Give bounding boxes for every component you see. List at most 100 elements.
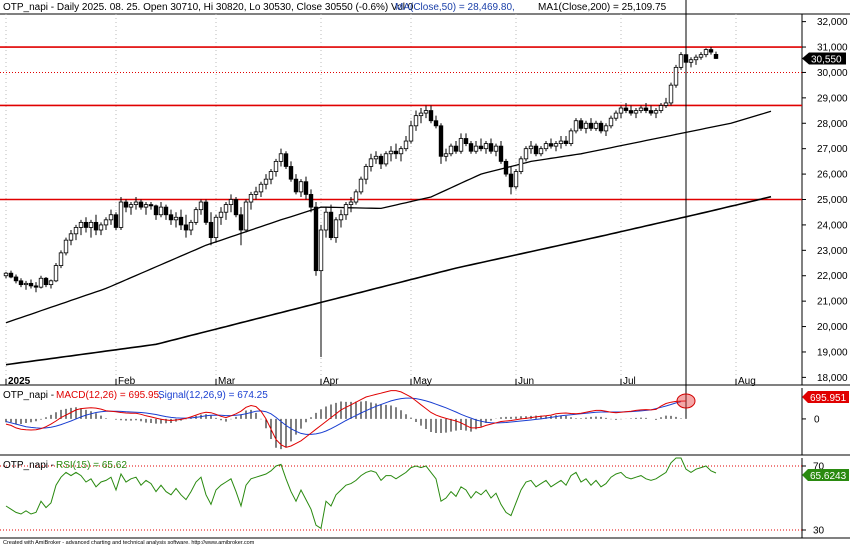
candle — [368, 153, 374, 172]
candle — [323, 207, 329, 238]
candle — [363, 163, 369, 185]
candle-body — [538, 148, 544, 155]
candle-body — [653, 110, 659, 114]
macd-highlight-circle — [676, 393, 696, 409]
candle — [458, 133, 464, 154]
candle-body — [243, 201, 249, 231]
candle — [318, 224, 324, 358]
candle-body — [453, 145, 459, 152]
price-axis-tick-label: 27,000 — [817, 144, 848, 155]
candle — [428, 105, 434, 124]
candle — [533, 143, 539, 157]
candle — [528, 141, 534, 154]
candle — [618, 105, 624, 119]
macd-line — [5, 390, 687, 448]
rsi-axis-tick-label: 30 — [813, 526, 825, 537]
candle — [373, 151, 379, 164]
candle-body — [378, 155, 384, 165]
candle-body — [713, 54, 719, 59]
candle-body — [328, 211, 334, 239]
candle-body — [598, 122, 604, 132]
candle-body — [688, 59, 694, 63]
candle — [598, 120, 604, 134]
candle-body — [208, 221, 214, 239]
candle — [453, 141, 459, 154]
candle-body — [48, 280, 54, 286]
price-axis-tick-label: 32,000 — [817, 17, 848, 28]
candle — [243, 199, 249, 233]
candle-body — [513, 171, 519, 188]
candle — [268, 169, 274, 185]
candle-body — [403, 140, 409, 150]
candle — [358, 176, 364, 195]
candle-body — [258, 183, 264, 193]
month-label: Jul — [623, 376, 636, 387]
candle — [708, 47, 714, 55]
candle — [348, 196, 354, 213]
candle-body — [353, 191, 359, 203]
candle — [688, 57, 694, 68]
candle-body — [703, 49, 709, 56]
candle-body — [563, 140, 569, 144]
candle — [488, 138, 494, 154]
candle-body — [53, 265, 59, 282]
candle-body — [163, 206, 169, 216]
candle-body — [423, 110, 429, 114]
candle — [523, 146, 529, 162]
candle — [128, 202, 134, 215]
candle — [573, 118, 579, 134]
candle — [278, 148, 284, 167]
candle-body — [503, 160, 509, 175]
candle-body — [668, 84, 674, 104]
signal-value-label: 674.247 — [810, 0, 847, 3]
candle-body — [68, 233, 74, 241]
candle — [308, 189, 314, 213]
candle — [28, 279, 34, 289]
candle — [253, 186, 259, 200]
candle-body — [108, 214, 114, 221]
candle — [588, 118, 594, 131]
candle — [148, 202, 154, 210]
candle-body — [543, 143, 549, 150]
candle-body — [613, 112, 619, 119]
candle — [43, 277, 49, 288]
month-label: Apr — [323, 376, 339, 387]
rsi-value-badge — [802, 469, 849, 482]
candle-body — [263, 178, 269, 185]
candle-body — [528, 145, 534, 150]
candle-body — [33, 285, 39, 288]
candle-body — [493, 145, 499, 152]
macd-axis-tick-label: 0 — [814, 414, 820, 425]
candle — [73, 224, 79, 241]
candle-body — [663, 102, 669, 106]
candle — [313, 202, 319, 276]
candle — [593, 120, 599, 131]
candle-body — [568, 130, 574, 144]
candle-body — [678, 54, 684, 68]
candle-body — [673, 66, 679, 86]
price-axis-tick-label: 28,000 — [817, 119, 848, 130]
candle — [273, 158, 279, 177]
candle — [378, 153, 384, 170]
candle-body — [628, 110, 634, 114]
signal-legend: Signal(12,26,9) = 674.25 — [158, 390, 268, 401]
price-axis-tick-label: 31,000 — [817, 43, 848, 54]
price-axis-tick-label: 29,000 — [817, 93, 848, 104]
candle-body — [153, 205, 159, 216]
candle — [113, 212, 119, 230]
candle — [503, 158, 509, 177]
candle-body — [633, 110, 639, 114]
candle — [383, 151, 389, 167]
ma50-line — [5, 110, 772, 324]
candle — [483, 141, 489, 154]
candle-body — [658, 105, 664, 111]
candle-body — [288, 166, 294, 180]
ma200-legend: MA1(Close,200) = 25,109.75 — [538, 2, 667, 13]
candle — [228, 194, 234, 213]
candle — [608, 115, 614, 129]
macd-value-badge — [802, 390, 849, 403]
candle-body — [498, 145, 504, 162]
candle — [218, 207, 224, 225]
candle — [698, 52, 704, 60]
candle-body — [363, 166, 369, 180]
